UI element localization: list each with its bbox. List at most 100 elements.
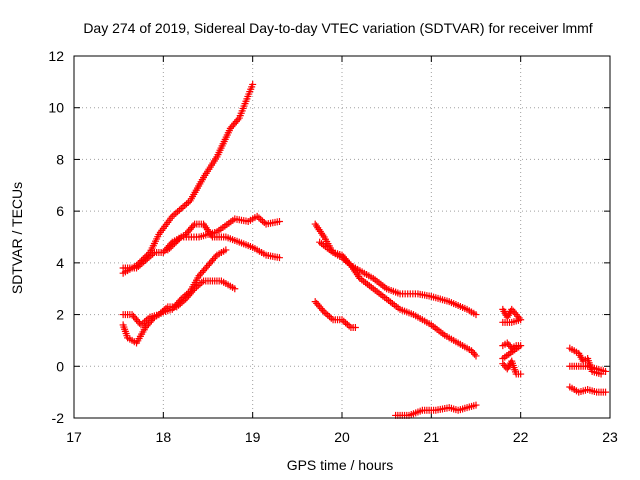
data-point: [231, 119, 239, 127]
data-point: [275, 217, 283, 225]
data-point: [186, 290, 194, 298]
plot-frame: [73, 55, 611, 419]
data-point: [602, 367, 610, 375]
data-point: [175, 206, 183, 214]
data-point: [503, 339, 511, 347]
y-tick-label: -2: [52, 410, 65, 426]
data-point: [505, 341, 513, 349]
x-tick-label: 21: [424, 429, 440, 445]
data-point: [169, 241, 177, 249]
tick-labels: 17 18 19 20 21 22 23 -2 0 2 4 6 8 10 12: [48, 48, 618, 445]
data-point: [174, 236, 182, 244]
data-point: [472, 352, 480, 360]
data-point: [185, 292, 193, 300]
data-point: [164, 246, 172, 254]
data-point: [165, 244, 173, 252]
data-point: [325, 313, 333, 321]
data-point: [179, 203, 187, 211]
data-point: [128, 311, 136, 319]
data-point: [275, 254, 283, 262]
data-point: [159, 249, 167, 257]
data-point: [210, 255, 218, 263]
y-tick-label: 2: [56, 307, 64, 323]
data-point: [170, 211, 178, 219]
data-point: [508, 305, 516, 313]
x-axis-label: GPS time / hours: [287, 457, 394, 473]
data-point: [134, 317, 142, 325]
data-point: [232, 118, 240, 126]
data-point: [203, 263, 211, 271]
data-point: [208, 256, 216, 264]
data-point: [167, 243, 175, 251]
y-tick-label: 8: [56, 151, 64, 167]
data-point: [351, 324, 359, 331]
y-tick-label: 12: [48, 48, 64, 64]
data-point: [189, 286, 197, 294]
data-point: [183, 229, 191, 237]
x-tick-label: 18: [156, 429, 172, 445]
data-point: [182, 295, 190, 303]
data-point: [200, 267, 208, 275]
data-point: [316, 303, 324, 311]
data-point: [211, 253, 219, 261]
x-tick-label: 17: [66, 429, 82, 445]
data-point: [257, 215, 265, 223]
data-point: [512, 311, 520, 319]
data-point: [472, 311, 480, 319]
data-point: [499, 318, 507, 326]
data-point: [319, 306, 327, 314]
y-axis-label: SDTVAR / TECUs: [9, 182, 25, 294]
data-point: [317, 305, 325, 313]
data-point: [228, 123, 236, 131]
data-point: [196, 280, 204, 288]
data-point: [174, 208, 182, 216]
data-point: [172, 238, 180, 246]
data-point: [195, 272, 203, 280]
data-point: [324, 311, 332, 319]
data-point: [229, 121, 237, 129]
data-points: [119, 80, 610, 419]
data-point: [511, 309, 519, 317]
data-point: [509, 307, 517, 315]
data-point: [255, 214, 263, 222]
data-point: [204, 261, 212, 269]
data-point: [249, 80, 257, 88]
data-point: [170, 304, 178, 312]
data-point: [514, 312, 522, 320]
data-point: [201, 265, 209, 273]
data-point: [205, 260, 213, 268]
data-point: [197, 270, 205, 278]
x-tick-label: 23: [602, 429, 618, 445]
data-point: [186, 225, 194, 233]
data-point: [234, 116, 242, 124]
data-point: [314, 301, 322, 309]
x-tick-label: 19: [245, 429, 261, 445]
data-point: [171, 302, 179, 310]
y-tick-label: 10: [48, 100, 64, 116]
y-tick-label: 6: [56, 203, 64, 219]
data-point: [469, 348, 477, 356]
data-point: [185, 227, 193, 235]
data-point: [207, 258, 215, 266]
data-point: [161, 247, 169, 255]
data-point: [183, 293, 191, 301]
data-point: [311, 298, 319, 306]
data-point: [131, 314, 139, 322]
data-point: [345, 322, 353, 330]
x-tick-label: 22: [513, 429, 529, 445]
data-point: [158, 307, 166, 315]
data-point: [322, 310, 330, 318]
x-tick-label: 20: [334, 429, 350, 445]
data-point: [472, 401, 480, 409]
data-point: [176, 235, 184, 243]
data-point: [189, 222, 197, 230]
data-point: [130, 312, 138, 320]
data-point: [343, 320, 351, 328]
y-tick-label: 4: [56, 255, 64, 271]
data-point: [141, 324, 149, 331]
data-point: [162, 245, 170, 253]
data-point: [468, 347, 476, 355]
data-point: [602, 388, 610, 396]
data-point: [181, 201, 189, 209]
